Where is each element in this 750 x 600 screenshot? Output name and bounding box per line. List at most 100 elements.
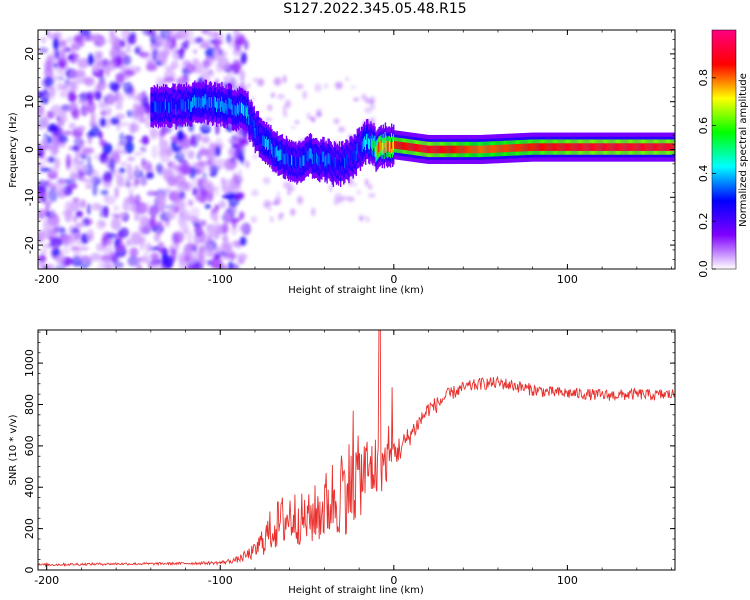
noise-blob [196,160,208,167]
ridge-cell [523,143,525,152]
ridge-cell [598,143,600,151]
spectrogram-ridge [150,79,675,187]
noise-blob [180,77,188,87]
ridge-cell [609,143,612,151]
ridge-cell [266,136,268,148]
ridge-cell [280,149,282,160]
ridge-cell [575,143,577,151]
noise-blob [210,164,218,176]
ridge-cell [572,143,574,151]
ridge-cell [378,141,380,153]
ridge-cell [533,143,536,151]
noise-blob [189,135,196,146]
ridge-cell [599,143,601,151]
noise-blob [52,248,61,257]
ridge-cell [510,144,513,152]
ridge-cell [637,143,640,151]
noise-blob [369,96,376,104]
ridge-cell [269,142,271,153]
noise-blob [334,81,343,90]
ridge-cell [365,133,368,145]
snr-y-axis-label: SNR (10 * v/v) [8,414,19,485]
noise-blob [214,203,220,212]
noise-blob [126,241,137,246]
ridge-cell [673,143,675,151]
ridge-cell [577,143,579,151]
noise-blob [87,100,96,114]
ridge-cell [235,106,238,117]
ridge-cell [580,143,582,151]
ridge-cell [438,145,441,154]
noise-blob [58,43,69,53]
ridge-cell [550,143,552,151]
x-tick-label: 100 [557,574,578,587]
ridge-cell [450,145,452,154]
x-tick-label: 100 [557,273,578,286]
noise-blob [243,135,249,143]
noise-blob [309,116,315,121]
ridge-cell [521,143,523,152]
ridge-cell [538,143,541,151]
x-tick-label: 0 [390,273,397,286]
noise-blob [201,176,207,187]
noise-blob [329,183,333,193]
noise-blob [76,201,81,209]
noise-blob [79,30,90,38]
noise-blob [239,236,247,246]
ridge-cell [249,116,251,128]
noise-blob [189,37,197,45]
ridge-cell [324,156,326,168]
noise-blob [212,223,223,236]
noise-blob [201,59,211,70]
noise-blob [223,75,229,83]
ridge-cell [620,143,622,151]
ridge-cell [589,143,592,151]
noise-blob [67,91,77,103]
ridge-cell [588,143,591,151]
noise-blob [70,69,78,79]
noise-blob [90,125,101,137]
ridge-cell [478,145,480,154]
ridge-cell [188,101,191,112]
ridge-cell [160,100,163,112]
ridge-cell [504,144,506,153]
ridge-cell [672,143,674,151]
ridge-cell [490,145,493,153]
ridge-cell [209,95,212,107]
ridge-cell [669,143,671,151]
noise-blob [214,246,220,254]
ridge-cell [393,139,395,150]
ridge-cell [593,143,595,151]
noise-blob [143,251,149,263]
noise-blob [368,193,376,198]
ridge-cell [449,145,451,154]
noise-blob [218,200,227,209]
noise-blob [230,227,238,236]
noise-blob [84,217,89,227]
noise-blob [60,49,67,59]
noise-blob [247,83,251,88]
noise-blob [44,65,54,79]
ridge-cell [453,145,455,154]
noise-blob [135,105,146,116]
ridge-cell [413,143,416,152]
noise-blob [338,198,343,203]
noise-blob [49,85,56,98]
ridge-cell [558,143,561,151]
ridge-cell [196,97,198,108]
noise-blob [51,143,59,155]
noise-blob [96,61,105,68]
noise-blob [44,204,50,218]
noise-blob [112,149,121,157]
noise-blob [210,256,223,269]
ridge-cell [374,141,376,152]
ridge-cell [337,160,340,171]
ridge-cell [173,98,175,110]
ridge-cell [459,145,462,154]
ridge-cell [463,145,466,154]
ridge-cell [260,133,263,144]
ridge-cell [405,142,407,151]
ridge-cell [348,157,350,169]
noise-blob [90,176,102,186]
noise-blob [169,244,175,255]
